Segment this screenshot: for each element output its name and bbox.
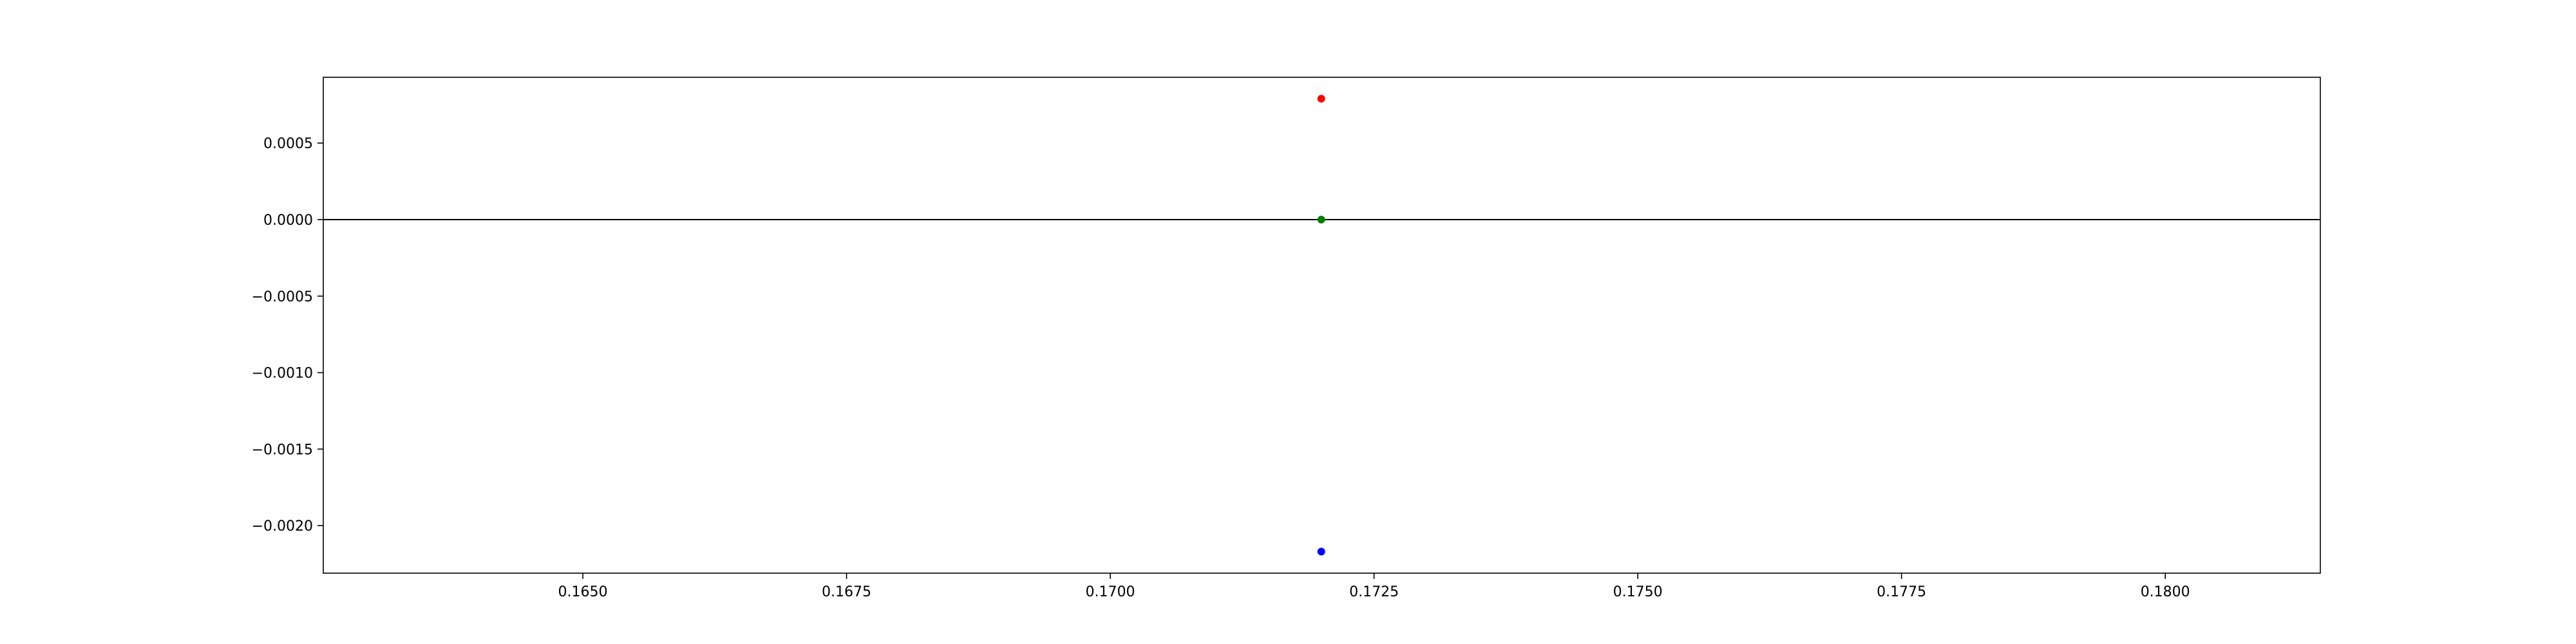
- y-tick-label: −0.0005: [252, 289, 313, 305]
- data-point: [1317, 215, 1325, 223]
- plot-area: [323, 77, 2321, 574]
- x-tick-label: 0.1800: [2141, 584, 2190, 600]
- x-tick-label: 0.1650: [558, 584, 607, 600]
- x-tick-label: 0.1725: [1349, 584, 1399, 600]
- x-axis-ticks: 0.1650 0.1675 0.1700 0.1725 0.1750 0.1775 0.18…: [558, 573, 2190, 600]
- y-tick-label: −0.0010: [252, 366, 313, 382]
- x-tick-label: 0.1675: [822, 584, 871, 600]
- data-point: [1317, 95, 1325, 103]
- y-axis-ticks: 0.0005 0.0000 −0.0005 −0.0010 −0.0015 −0.0020: [252, 136, 323, 535]
- data-points: [1317, 95, 1325, 556]
- y-tick-label: 0.0005: [263, 136, 313, 152]
- y-tick-label: −0.0015: [252, 442, 313, 458]
- x-tick-label: 0.1700: [1086, 584, 1135, 600]
- x-tick-label: 0.1775: [1877, 584, 1926, 600]
- x-tick-label: 0.1750: [1613, 584, 1663, 600]
- y-tick-label: −0.0020: [252, 518, 313, 535]
- data-point: [1317, 547, 1325, 556]
- y-tick-label: 0.0000: [263, 213, 313, 229]
